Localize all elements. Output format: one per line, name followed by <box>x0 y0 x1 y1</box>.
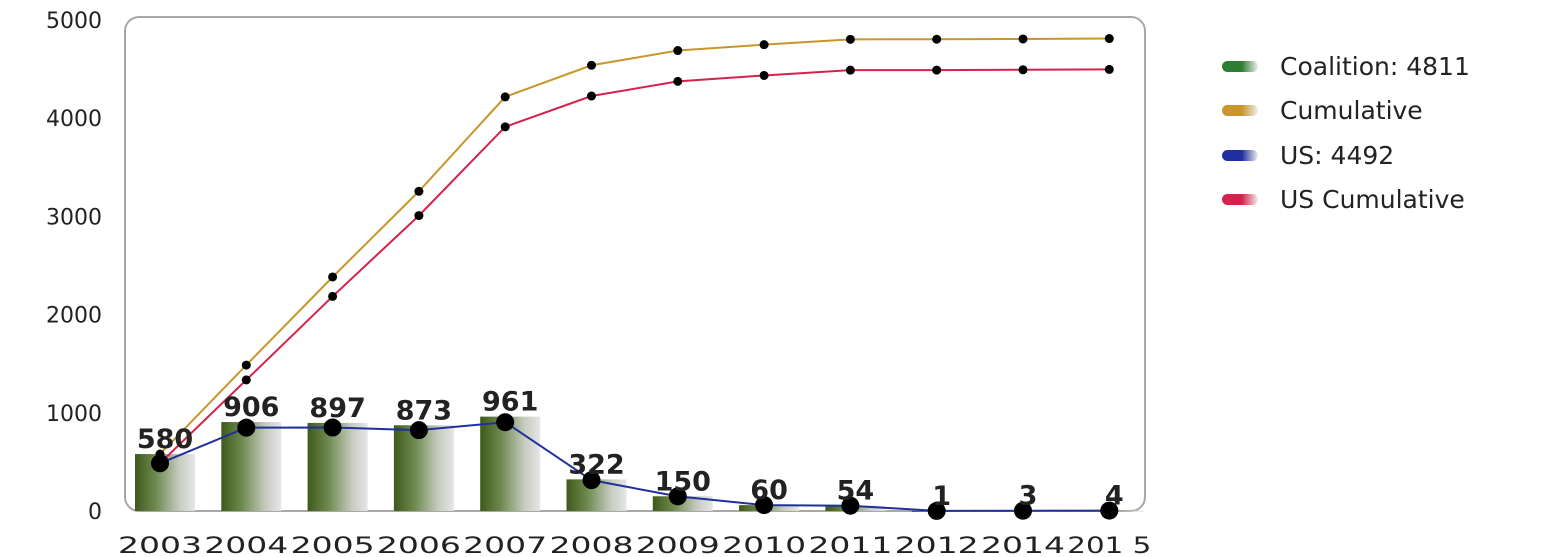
data-label: 961 <box>482 387 538 418</box>
y-tick-label: 4000 <box>46 107 102 132</box>
data-point <box>673 76 683 86</box>
data-point <box>328 291 338 301</box>
x-tick-label: 2012 <box>895 534 979 557</box>
x-tick-label: 2007 <box>463 534 547 557</box>
bar <box>307 422 368 511</box>
x-axis: 2003 2004 2005 2006 2007 2008 2009 2010 2011 2012… <box>118 534 1151 557</box>
data-label: 4 <box>1105 481 1124 512</box>
bar <box>393 425 454 511</box>
bar <box>221 422 282 511</box>
x-tick-label: 2006 <box>377 534 461 557</box>
data-point <box>755 496 774 515</box>
legend-item: US Cumulative <box>1222 178 1552 223</box>
y-tick-label: 1000 <box>46 402 102 427</box>
data-point <box>241 375 251 385</box>
data-point <box>328 272 338 282</box>
data-point <box>496 413 515 432</box>
legend-swatch <box>1222 194 1258 206</box>
series-line <box>159 68 1110 464</box>
data-labels: 580 906 897 873 961 322 150 60 54 1 3 4 <box>137 387 1124 512</box>
data-label: 60 <box>750 475 788 506</box>
x-tick-label: 201 5 <box>1067 534 1151 557</box>
data-point <box>409 421 428 440</box>
data-label: 322 <box>568 449 624 480</box>
legend-label: US: 4492 <box>1280 140 1395 170</box>
legend-item: US: 4492 <box>1222 133 1552 178</box>
bar <box>480 416 541 511</box>
x-tick-label: 2004 <box>204 534 288 557</box>
y-tick-label: 0 <box>88 500 102 525</box>
data-label: 580 <box>137 424 193 455</box>
data-label: 873 <box>396 395 452 426</box>
data-point <box>237 418 256 437</box>
data-point <box>927 501 946 520</box>
data-label: 54 <box>837 476 875 507</box>
legend-swatch <box>1222 149 1258 161</box>
data-label: 897 <box>309 393 365 424</box>
x-tick-label: 2005 <box>291 534 375 557</box>
legend-item: Cumulative <box>1222 89 1552 134</box>
x-tick-label: 2003 <box>118 534 202 557</box>
data-point <box>1104 64 1114 74</box>
data-label: 906 <box>223 392 279 423</box>
data-point <box>1018 34 1028 44</box>
data-point <box>587 91 596 101</box>
data-point <box>759 70 769 80</box>
data-point <box>845 65 855 75</box>
x-tick-label: 2008 <box>550 534 634 557</box>
data-point <box>1018 65 1028 75</box>
x-tick-label: 2009 <box>636 534 720 557</box>
data-point <box>414 186 424 196</box>
y-tick-label: 2000 <box>46 304 102 329</box>
legend-label: Cumulative <box>1280 96 1423 126</box>
legend-item: Coalition: 4811 <box>1222 44 1552 89</box>
legend-label: Coalition: 4811 <box>1280 51 1470 81</box>
data-label: 1 <box>932 481 951 512</box>
data-label: 3 <box>1019 481 1038 512</box>
data-point <box>582 471 601 490</box>
legend-swatch <box>1222 105 1258 117</box>
data-point <box>241 360 251 370</box>
data-point <box>673 46 683 56</box>
data-point <box>845 34 855 44</box>
data-point <box>668 487 687 506</box>
data-point <box>323 418 342 437</box>
data-point <box>500 92 510 102</box>
data-point <box>587 60 596 70</box>
legend: Coalition: 4811 Cumulative US: 4492 US Cumu… <box>1222 44 1552 222</box>
data-point <box>1014 501 1032 520</box>
legend-label: US Cumulative <box>1280 185 1465 215</box>
x-tick-label: 2014 <box>981 534 1065 557</box>
y-tick-label: 5000 <box>46 9 102 34</box>
data-point <box>155 458 165 468</box>
data-point <box>500 122 510 132</box>
data-point <box>759 40 769 50</box>
data-point <box>1104 34 1114 44</box>
data-point <box>932 34 942 44</box>
data-point <box>932 65 942 75</box>
data-point <box>414 211 424 221</box>
data-label: 150 <box>655 466 711 497</box>
x-tick-label: 2011 <box>808 534 892 557</box>
legend-swatch <box>1222 60 1258 72</box>
series-line <box>159 37 1110 455</box>
series-lines <box>151 34 1119 520</box>
data-point <box>841 496 860 515</box>
x-tick-label: 2010 <box>722 534 806 557</box>
y-tick-label: 3000 <box>46 205 102 230</box>
y-axis: 0 1000 2000 3000 4000 5000 <box>46 9 102 525</box>
data-point <box>1100 501 1119 520</box>
series-line <box>159 421 1110 512</box>
plot-area <box>124 16 1146 512</box>
